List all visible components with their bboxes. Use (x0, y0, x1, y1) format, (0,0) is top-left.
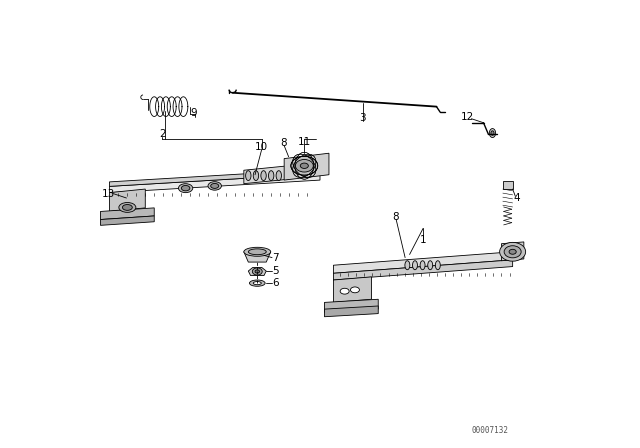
Ellipse shape (261, 171, 266, 181)
Ellipse shape (276, 171, 282, 181)
Ellipse shape (122, 204, 132, 211)
Bar (503, 181, 513, 189)
Text: 4: 4 (514, 193, 520, 203)
Text: 6: 6 (272, 278, 278, 288)
Polygon shape (502, 242, 524, 261)
Polygon shape (248, 267, 266, 276)
Ellipse shape (244, 247, 271, 256)
Ellipse shape (208, 182, 221, 190)
Ellipse shape (253, 171, 259, 181)
Text: 8: 8 (280, 138, 287, 148)
Ellipse shape (351, 287, 360, 293)
Text: 8: 8 (392, 212, 399, 222)
Ellipse shape (420, 261, 425, 270)
Polygon shape (333, 252, 513, 273)
Text: 12: 12 (461, 112, 474, 122)
Polygon shape (109, 189, 145, 211)
Text: 7: 7 (272, 253, 278, 263)
Ellipse shape (413, 261, 417, 270)
Polygon shape (109, 174, 320, 193)
Ellipse shape (296, 159, 314, 172)
Text: 1: 1 (420, 235, 426, 245)
Ellipse shape (500, 242, 525, 261)
Ellipse shape (252, 268, 262, 275)
Ellipse shape (253, 282, 261, 285)
Ellipse shape (340, 289, 349, 294)
Ellipse shape (405, 261, 410, 270)
Polygon shape (100, 208, 154, 220)
Ellipse shape (269, 171, 274, 181)
Polygon shape (324, 306, 378, 317)
Ellipse shape (119, 202, 136, 212)
Text: 10: 10 (255, 142, 268, 152)
Polygon shape (324, 299, 378, 312)
Ellipse shape (300, 163, 308, 168)
Text: 5: 5 (272, 267, 278, 276)
Ellipse shape (255, 270, 260, 273)
Text: 00007132: 00007132 (472, 426, 509, 435)
Ellipse shape (211, 184, 219, 189)
Polygon shape (100, 216, 154, 225)
Ellipse shape (509, 249, 516, 254)
Polygon shape (333, 260, 513, 280)
Ellipse shape (504, 246, 521, 258)
Ellipse shape (435, 261, 440, 270)
Ellipse shape (490, 129, 495, 138)
Text: 2: 2 (159, 129, 166, 139)
Polygon shape (244, 166, 289, 184)
Ellipse shape (181, 185, 190, 191)
Ellipse shape (179, 184, 193, 193)
Polygon shape (244, 252, 271, 262)
Text: 3: 3 (359, 113, 366, 123)
Ellipse shape (250, 280, 265, 286)
Polygon shape (333, 277, 371, 302)
Ellipse shape (246, 171, 251, 181)
Ellipse shape (491, 131, 494, 135)
Ellipse shape (248, 249, 266, 254)
Ellipse shape (291, 156, 318, 175)
Text: 9: 9 (190, 108, 197, 118)
Text: 11: 11 (298, 138, 311, 147)
Polygon shape (284, 153, 329, 180)
Ellipse shape (428, 261, 433, 270)
Text: 13: 13 (102, 189, 115, 198)
Polygon shape (109, 169, 320, 186)
